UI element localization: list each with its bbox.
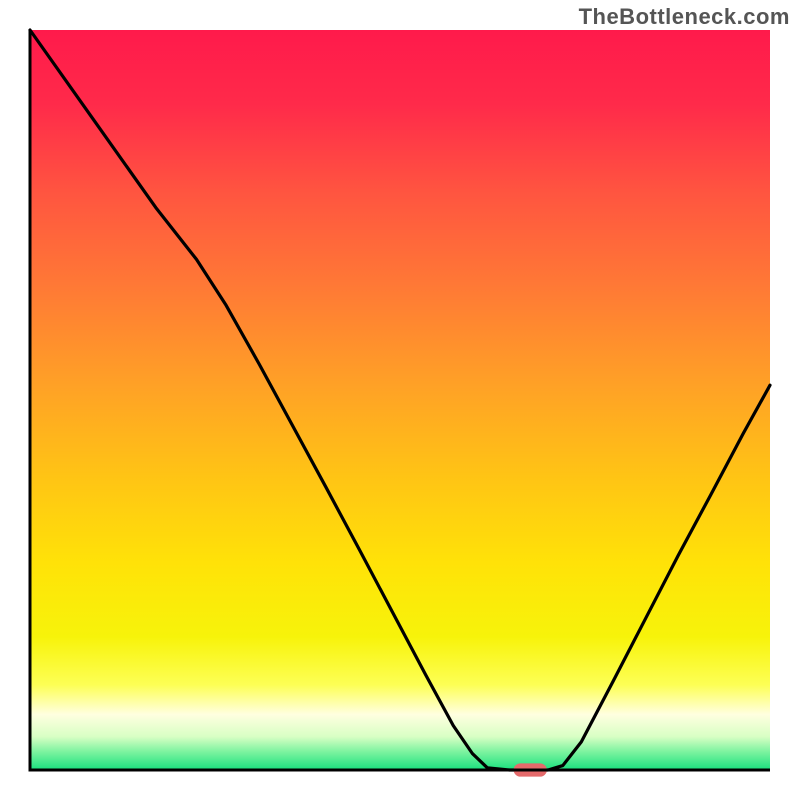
bottleneck-chart: TheBottleneck.com: [0, 0, 800, 800]
gradient-background: [30, 30, 770, 770]
watermark-text: TheBottleneck.com: [579, 4, 790, 30]
chart-svg: [0, 0, 800, 800]
